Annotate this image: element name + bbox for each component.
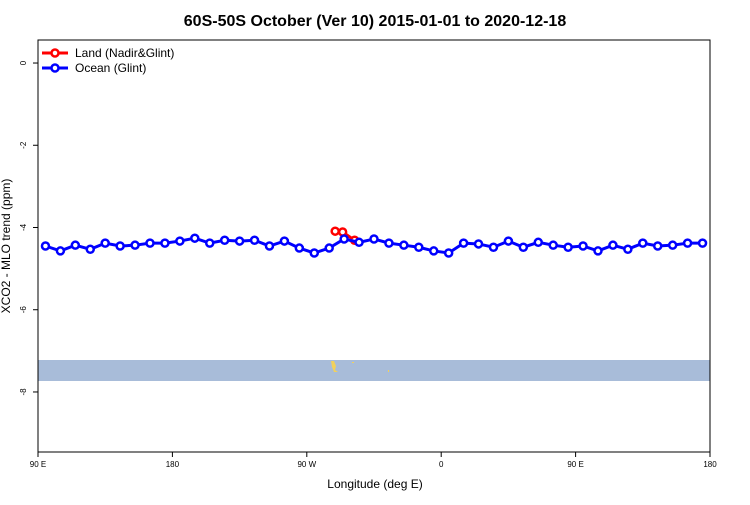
y-tick-label: -6 bbox=[19, 306, 28, 314]
data-point bbox=[234, 236, 245, 246]
data-point bbox=[488, 242, 499, 252]
data-point bbox=[115, 241, 125, 251]
data-point bbox=[443, 248, 454, 258]
x-tick-label: 90 W bbox=[297, 460, 316, 469]
y-axis-label: XCO2 - MLO trend (ppm) bbox=[0, 179, 13, 314]
data-point bbox=[697, 238, 708, 248]
data-point bbox=[309, 248, 320, 258]
y-tick-label: -4 bbox=[19, 223, 28, 231]
data-point bbox=[682, 238, 693, 248]
data-point bbox=[190, 233, 200, 243]
x-tick-label: 90 E bbox=[30, 460, 46, 469]
data-point bbox=[204, 238, 215, 248]
data-point bbox=[279, 236, 290, 246]
land-speck bbox=[331, 361, 338, 372]
x-tick-label: 90 E bbox=[567, 460, 583, 469]
data-point bbox=[578, 241, 588, 251]
y-tick-label: -8 bbox=[19, 388, 28, 396]
y-tick-label: 0 bbox=[19, 60, 28, 65]
data-point bbox=[399, 240, 409, 250]
plot-frame bbox=[37, 39, 711, 453]
legend: Land (Nadir&Glint)Ocean (Glint) bbox=[42, 46, 174, 75]
map-strip bbox=[38, 360, 710, 381]
data-point bbox=[503, 236, 514, 246]
data-point bbox=[145, 238, 155, 248]
data-point bbox=[55, 246, 66, 256]
data-point bbox=[667, 240, 678, 250]
legend-marker bbox=[50, 63, 60, 73]
data-point bbox=[593, 246, 603, 256]
x-tick-label: 180 bbox=[703, 460, 717, 469]
data-point bbox=[70, 240, 81, 250]
x-tick-label: 180 bbox=[166, 460, 180, 469]
data-point bbox=[339, 234, 349, 244]
data-point bbox=[414, 242, 424, 252]
data-point bbox=[40, 241, 51, 251]
data-point bbox=[458, 238, 469, 248]
data-point bbox=[638, 238, 648, 248]
chart-title: 60S-50S October (Ver 10) 2015-01-01 to 2… bbox=[184, 13, 567, 30]
data-point bbox=[369, 234, 379, 244]
data-point bbox=[249, 235, 260, 245]
data-point bbox=[100, 238, 110, 248]
y-tick-label: -2 bbox=[19, 141, 28, 149]
data-point bbox=[384, 238, 394, 248]
data-point bbox=[608, 240, 618, 250]
legend-label: Land (Nadir&Glint) bbox=[75, 46, 174, 60]
data-point bbox=[473, 239, 484, 249]
data-point bbox=[160, 238, 170, 248]
data-point bbox=[85, 244, 96, 255]
data-point bbox=[533, 237, 544, 248]
data-point bbox=[548, 240, 558, 250]
data-point bbox=[324, 243, 334, 253]
data-point bbox=[264, 241, 275, 251]
x-tick-label: 0 bbox=[439, 460, 444, 469]
data-point bbox=[175, 236, 185, 246]
data-point bbox=[130, 240, 140, 250]
data-point bbox=[563, 242, 573, 252]
data-point bbox=[428, 246, 439, 256]
legend-label: Ocean (Glint) bbox=[75, 61, 146, 75]
data-point bbox=[330, 226, 340, 236]
data-point bbox=[294, 243, 305, 253]
data-point bbox=[652, 241, 663, 251]
data-point bbox=[219, 235, 230, 245]
data-point bbox=[623, 244, 633, 255]
data-point bbox=[518, 242, 529, 252]
land-speck bbox=[388, 370, 389, 372]
x-axis-label: Longitude (deg E) bbox=[327, 477, 422, 491]
legend-marker bbox=[50, 48, 60, 58]
data-point bbox=[354, 237, 364, 248]
land-speck bbox=[352, 362, 354, 363]
